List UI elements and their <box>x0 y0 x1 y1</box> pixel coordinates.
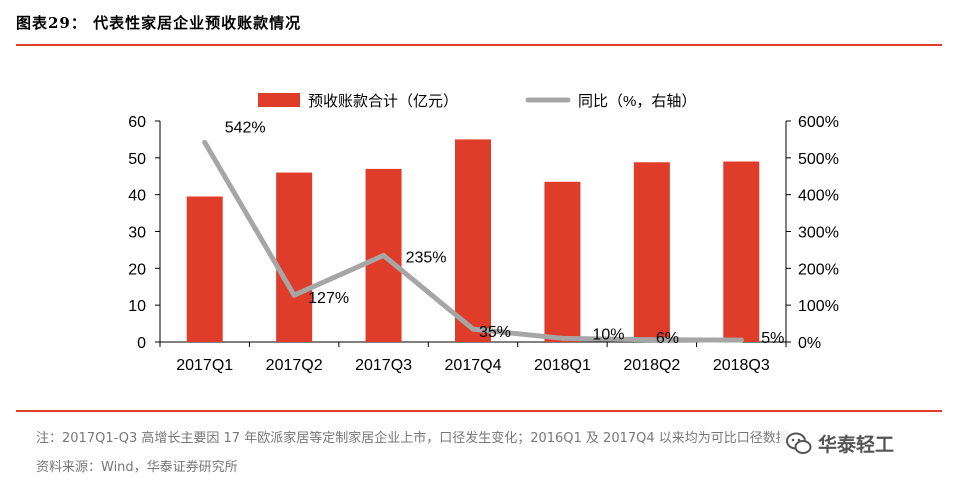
y-left-tick-label: 30 <box>128 225 146 242</box>
x-tick-label: 2017Q3 <box>355 357 412 374</box>
line-point <box>559 335 565 341</box>
watermark: 华泰轻工 <box>780 428 901 459</box>
bar <box>186 196 223 342</box>
y-right-tick-label: 100% <box>798 298 839 315</box>
figure-title: 图表29： 代表性家居企业预收账款情况 <box>16 14 302 32</box>
y-left-tick-label: 60 <box>128 114 146 131</box>
x-tick-label: 2018Q1 <box>534 357 591 374</box>
line-point <box>470 326 476 332</box>
line-point <box>381 252 387 258</box>
y-left-tick-label: 0 <box>137 335 146 352</box>
y-right-tick-label: 200% <box>798 261 839 278</box>
line-data-label: 35% <box>479 324 511 341</box>
bar <box>544 181 581 342</box>
x-tick-label: 2018Q3 <box>713 357 770 374</box>
bar <box>276 172 313 342</box>
chart: 01020304050600%100%200%300%400%500%600%2… <box>128 93 839 374</box>
data-source: 资料来源：Wind，华泰证券研究所 <box>36 460 238 475</box>
bar <box>455 139 491 342</box>
y-left-tick-label: 40 <box>128 188 146 205</box>
y-left-tick-label: 20 <box>128 261 146 278</box>
line-data-label: 5% <box>761 330 784 347</box>
x-tick-label: 2017Q4 <box>445 357 502 374</box>
line-data-label: 542% <box>225 119 266 136</box>
title-divider <box>16 44 942 46</box>
chart-note: 注：2017Q1-Q3 高增长主要因 17 年欧派家居等定制家居企业上市，口径发… <box>36 431 789 446</box>
line-point <box>291 292 297 298</box>
line-data-label: 127% <box>308 290 349 307</box>
line-data-label: 10% <box>592 326 624 343</box>
legend-label-line: 同比（%，右轴） <box>578 93 696 110</box>
legend-swatch-bar <box>258 93 300 107</box>
y-left-tick-label: 50 <box>128 151 146 168</box>
y-right-tick-label: 400% <box>798 188 839 205</box>
legend-label-bar: 预收账款合计（亿元） <box>308 93 458 110</box>
y-right-tick-label: 600% <box>798 114 839 131</box>
y-right-tick-label: 500% <box>798 151 839 168</box>
line-point <box>649 337 655 343</box>
line-data-label: 6% <box>656 330 679 347</box>
y-right-tick-label: 300% <box>798 225 839 242</box>
bar <box>633 162 670 342</box>
y-right-tick-label: 0% <box>798 335 821 352</box>
line-point <box>202 139 208 145</box>
line-data-label: 235% <box>406 249 447 266</box>
line-point <box>738 337 744 343</box>
x-tick-label: 2017Q1 <box>176 357 233 374</box>
x-tick-label: 2018Q2 <box>623 357 680 374</box>
notes-divider <box>16 410 942 412</box>
bar <box>723 161 760 342</box>
x-tick-label: 2017Q2 <box>266 357 323 374</box>
wechat-icon <box>786 432 812 454</box>
y-left-tick-label: 10 <box>128 298 146 315</box>
watermark-text: 华泰轻工 <box>818 434 895 456</box>
